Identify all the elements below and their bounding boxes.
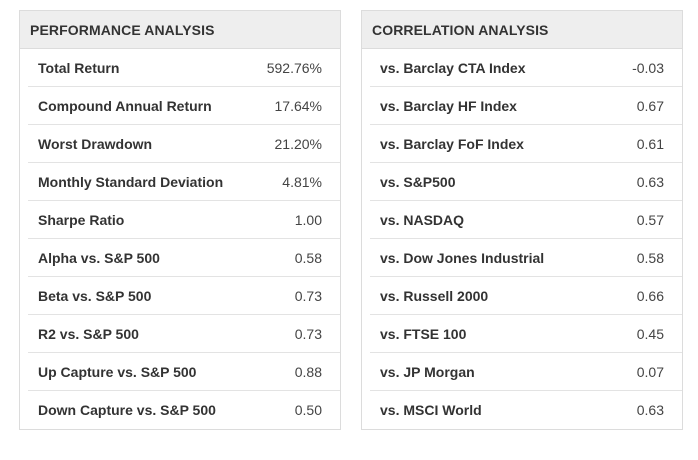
- row-label: Compound Annual Return: [38, 97, 212, 114]
- row-value: 0.07: [636, 363, 664, 380]
- table-row: Worst Drawdown 21.20%: [28, 125, 340, 163]
- row-label: vs. Dow Jones Industrial: [380, 249, 545, 266]
- table-row: Down Capture vs. S&P 500 0.50: [28, 391, 340, 429]
- performance-analysis-panel: PERFORMANCE ANALYSIS Total Return 592.76%…: [19, 10, 341, 430]
- table-row: vs. NASDAQ 0.57: [370, 201, 682, 239]
- row-label: Down Capture vs. S&P 500: [38, 402, 216, 418]
- table-row: Total Return 592.76%: [28, 49, 340, 87]
- table-row: Beta vs. S&P 500 0.73: [28, 277, 340, 315]
- row-value: 0.67: [636, 97, 664, 114]
- row-value: 0.73: [294, 287, 322, 304]
- table-row: vs. S&P500 0.63: [370, 163, 682, 201]
- row-value: 0.58: [636, 249, 664, 266]
- table-row: Up Capture vs. S&P 500 0.88: [28, 353, 340, 391]
- table-row: vs. FTSE 100 0.45: [370, 315, 682, 353]
- row-value: 0.50: [294, 402, 322, 418]
- table-row: vs. Russell 2000 0.66: [370, 277, 682, 315]
- correlation-rows: vs. Barclay CTA Index -0.03 vs. Barclay H…: [362, 49, 682, 429]
- row-label: Monthly Standard Deviation: [38, 173, 224, 190]
- row-value: 17.64%: [274, 97, 322, 114]
- row-label: vs. Barclay CTA Index: [380, 59, 526, 76]
- table-row: vs. JP Morgan 0.07: [370, 353, 682, 391]
- row-label: vs. JP Morgan: [380, 363, 475, 380]
- row-value: 0.45: [636, 325, 664, 342]
- performance-analysis-title: PERFORMANCE ANALYSIS: [20, 11, 340, 49]
- row-label: Total Return: [38, 59, 120, 76]
- row-label: R2 vs. S&P 500: [38, 325, 139, 342]
- table-row: vs. Barclay HF Index 0.67: [370, 87, 682, 125]
- row-value: 592.76%: [266, 59, 322, 76]
- table-row: vs. MSCI World 0.63: [370, 391, 682, 429]
- correlation-analysis-title: CORRELATION ANALYSIS: [362, 11, 682, 49]
- table-row: Monthly Standard Deviation 4.81%: [28, 163, 340, 201]
- table-row: Compound Annual Return 17.64%: [28, 87, 340, 125]
- row-value: 0.63: [636, 173, 664, 190]
- row-value: 0.58: [294, 249, 322, 266]
- row-label: Worst Drawdown: [38, 135, 153, 152]
- row-label: vs. Barclay HF Index: [380, 97, 517, 114]
- row-value: 0.66: [636, 287, 664, 304]
- row-label: vs. NASDAQ: [380, 211, 465, 228]
- table-row: vs. Dow Jones Industrial 0.58: [370, 239, 682, 277]
- row-value: -0.03: [632, 59, 664, 76]
- row-value: 1.00: [294, 211, 322, 228]
- row-label: vs. FTSE 100: [380, 325, 467, 342]
- row-value: 4.81%: [282, 173, 322, 190]
- row-value: 0.57: [636, 211, 664, 228]
- row-value: 0.73: [294, 325, 322, 342]
- performance-rows: Total Return 592.76% Compound Annual Retu…: [20, 49, 340, 429]
- row-label: vs. Russell 2000: [380, 287, 489, 304]
- table-row: vs. Barclay CTA Index -0.03: [370, 49, 682, 87]
- row-label: vs. Barclay FoF Index: [380, 135, 524, 152]
- row-label: vs. S&P500: [380, 173, 456, 190]
- row-label: Alpha vs. S&P 500: [38, 249, 160, 266]
- table-row: Alpha vs. S&P 500 0.58: [28, 239, 340, 277]
- table-row: R2 vs. S&P 500 0.73: [28, 315, 340, 353]
- correlation-analysis-panel: CORRELATION ANALYSIS vs. Barclay CTA Ind…: [361, 10, 683, 430]
- row-label: Beta vs. S&P 500: [38, 287, 152, 304]
- row-value: 21.20%: [274, 135, 322, 152]
- table-row: vs. Barclay FoF Index 0.61: [370, 125, 682, 163]
- table-row: Sharpe Ratio 1.00: [28, 201, 340, 239]
- row-label: vs. MSCI World: [380, 402, 482, 418]
- row-value: 0.88: [294, 363, 322, 380]
- row-label: Up Capture vs. S&P 500: [38, 363, 197, 380]
- row-label: Sharpe Ratio: [38, 211, 125, 228]
- row-value: 0.61: [636, 135, 664, 152]
- row-value: 0.63: [636, 402, 664, 418]
